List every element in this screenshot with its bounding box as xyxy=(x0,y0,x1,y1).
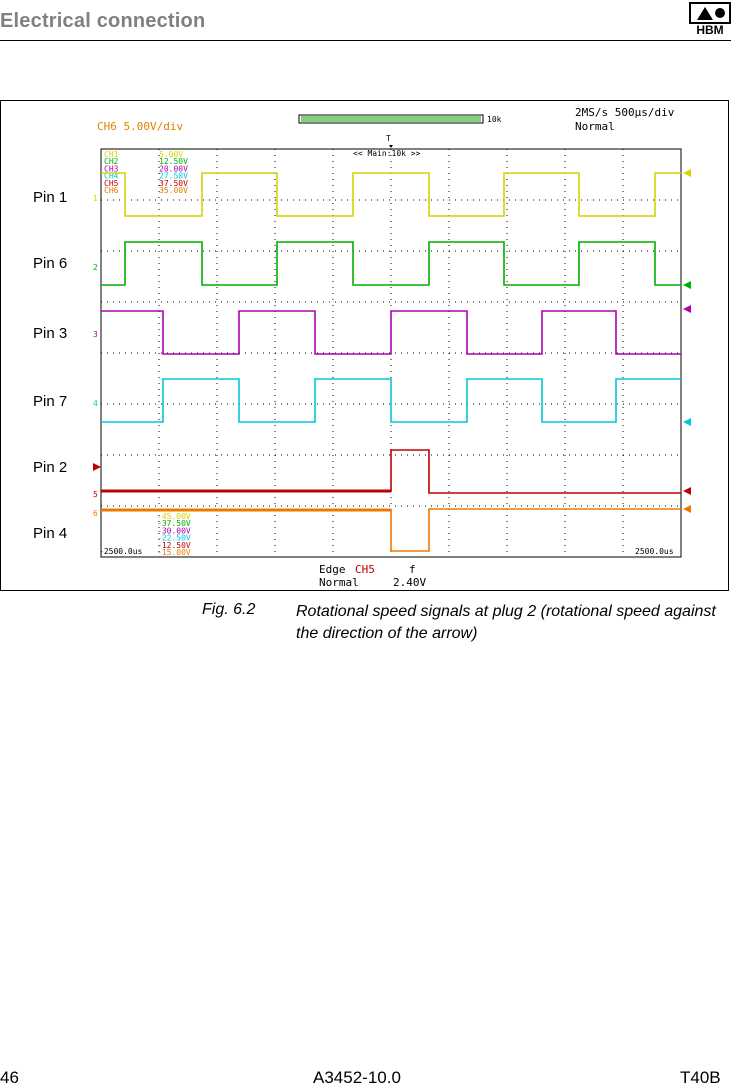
signal-traces xyxy=(101,172,681,552)
ground-marker: 1 xyxy=(93,194,98,203)
offset-list-bottom: -45.00V-37.50V-30.00V-22.50V-12.50V-15.0… xyxy=(157,512,191,557)
pin-label-3: Pin 3 xyxy=(33,325,68,342)
trigger-type: Edge xyxy=(319,563,346,576)
channel-scale: CH6 5.00V/div xyxy=(97,120,183,133)
offset-channel: CH2 xyxy=(104,157,119,166)
pin-label-7: Pin 7 xyxy=(33,393,68,410)
sample-rate: 2MS/s 500µs/div xyxy=(575,106,675,119)
ground-marker: 5 xyxy=(93,490,98,499)
ground-marker: 3 xyxy=(93,330,98,339)
oscilloscope-screen: 10k CH6 5.00V/div 2MS/s 500µs/div Normal… xyxy=(93,106,691,589)
acquisition-mode: Normal xyxy=(575,120,615,133)
zoom-bar xyxy=(298,114,484,124)
time-right: 2500.0us xyxy=(635,547,674,556)
offset-list-top: CH1 5.00V CH2 12.50V CH3 20.00V CH4 27.50V CH5 37… xyxy=(104,150,188,195)
ground-marker: 6 xyxy=(93,509,98,518)
offset-value: 35.00V xyxy=(159,186,188,195)
offset-channel: CH6 xyxy=(104,186,119,195)
document-number: A3452-10.0 xyxy=(313,1068,401,1087)
oscilloscope-figure: 10k CH6 5.00V/div 2MS/s 500µs/div Normal… xyxy=(0,100,729,591)
channel-level-marker xyxy=(683,281,691,289)
trigger-channel: CH5 xyxy=(355,563,375,576)
offset-value-bottom: -22.50V xyxy=(157,534,191,543)
channel-level-marker xyxy=(683,505,691,513)
channel-level-marker xyxy=(683,305,691,313)
channel-markers: 1 2 3 4 5 6 xyxy=(93,169,691,518)
channel-level-marker xyxy=(683,169,691,177)
offset-value-bottom: -45.00V xyxy=(157,512,191,521)
page-number: 46 xyxy=(0,1068,19,1087)
pin-label-2: Pin 2 xyxy=(33,459,68,476)
trigger-mode: Normal xyxy=(319,576,359,589)
offset-value: 20.00V xyxy=(159,164,188,173)
time-left: -2500.0us xyxy=(99,547,143,556)
offset-value: 27.50V xyxy=(159,172,188,181)
pin-label-4: Pin 4 xyxy=(33,525,68,542)
trace-pin7 xyxy=(101,378,681,423)
figure-number: Fig. 6.2 xyxy=(202,601,256,618)
trigger-marker: T xyxy=(386,134,391,143)
zoom-label: 10k xyxy=(487,115,502,124)
trace-pin1 xyxy=(101,172,681,217)
offset-value: 12.50V xyxy=(159,157,188,166)
offset-channel: CH1 xyxy=(104,150,119,159)
figure-caption: Rotational speed signals at plug 2 (rota… xyxy=(296,603,716,642)
trace-pin3 xyxy=(101,310,681,355)
hbm-logo: HBM xyxy=(689,2,731,36)
offset-value-bottom: -15.00V xyxy=(157,548,191,557)
trigger-slope: f xyxy=(409,563,416,576)
pin-label-1: Pin 1 xyxy=(33,189,68,206)
ground-marker: 2 xyxy=(93,263,98,272)
offset-value: 5.00V xyxy=(159,150,183,159)
pin-label-6: Pin 6 xyxy=(33,255,68,272)
main-window-label: << Main:10k >> xyxy=(353,149,421,158)
ground-marker: 4 xyxy=(93,399,98,408)
offset-channel: CH4 xyxy=(104,172,119,181)
offset-value-bottom: -37.50V xyxy=(157,519,191,528)
offset-value: 37.50V xyxy=(159,179,188,188)
offset-channel: CH3 xyxy=(104,164,119,173)
header-rule xyxy=(0,40,731,41)
trace-pin6 xyxy=(101,241,681,286)
channel-level-marker xyxy=(683,418,691,426)
trace-pin2 xyxy=(101,449,681,494)
trigger-level-marker xyxy=(93,463,101,471)
scope-grid xyxy=(100,148,682,558)
logo-text: HBM xyxy=(696,23,723,36)
trigger-level: 2.40V xyxy=(393,576,426,589)
offset-channel: CH5 xyxy=(104,179,119,188)
product-name: T40B xyxy=(680,1068,721,1087)
offset-value-bottom: -12.50V xyxy=(157,541,191,550)
channel-level-marker xyxy=(683,487,691,495)
offset-value-bottom: -30.00V xyxy=(157,526,191,535)
page-header-title: Electrical connection xyxy=(0,10,206,32)
